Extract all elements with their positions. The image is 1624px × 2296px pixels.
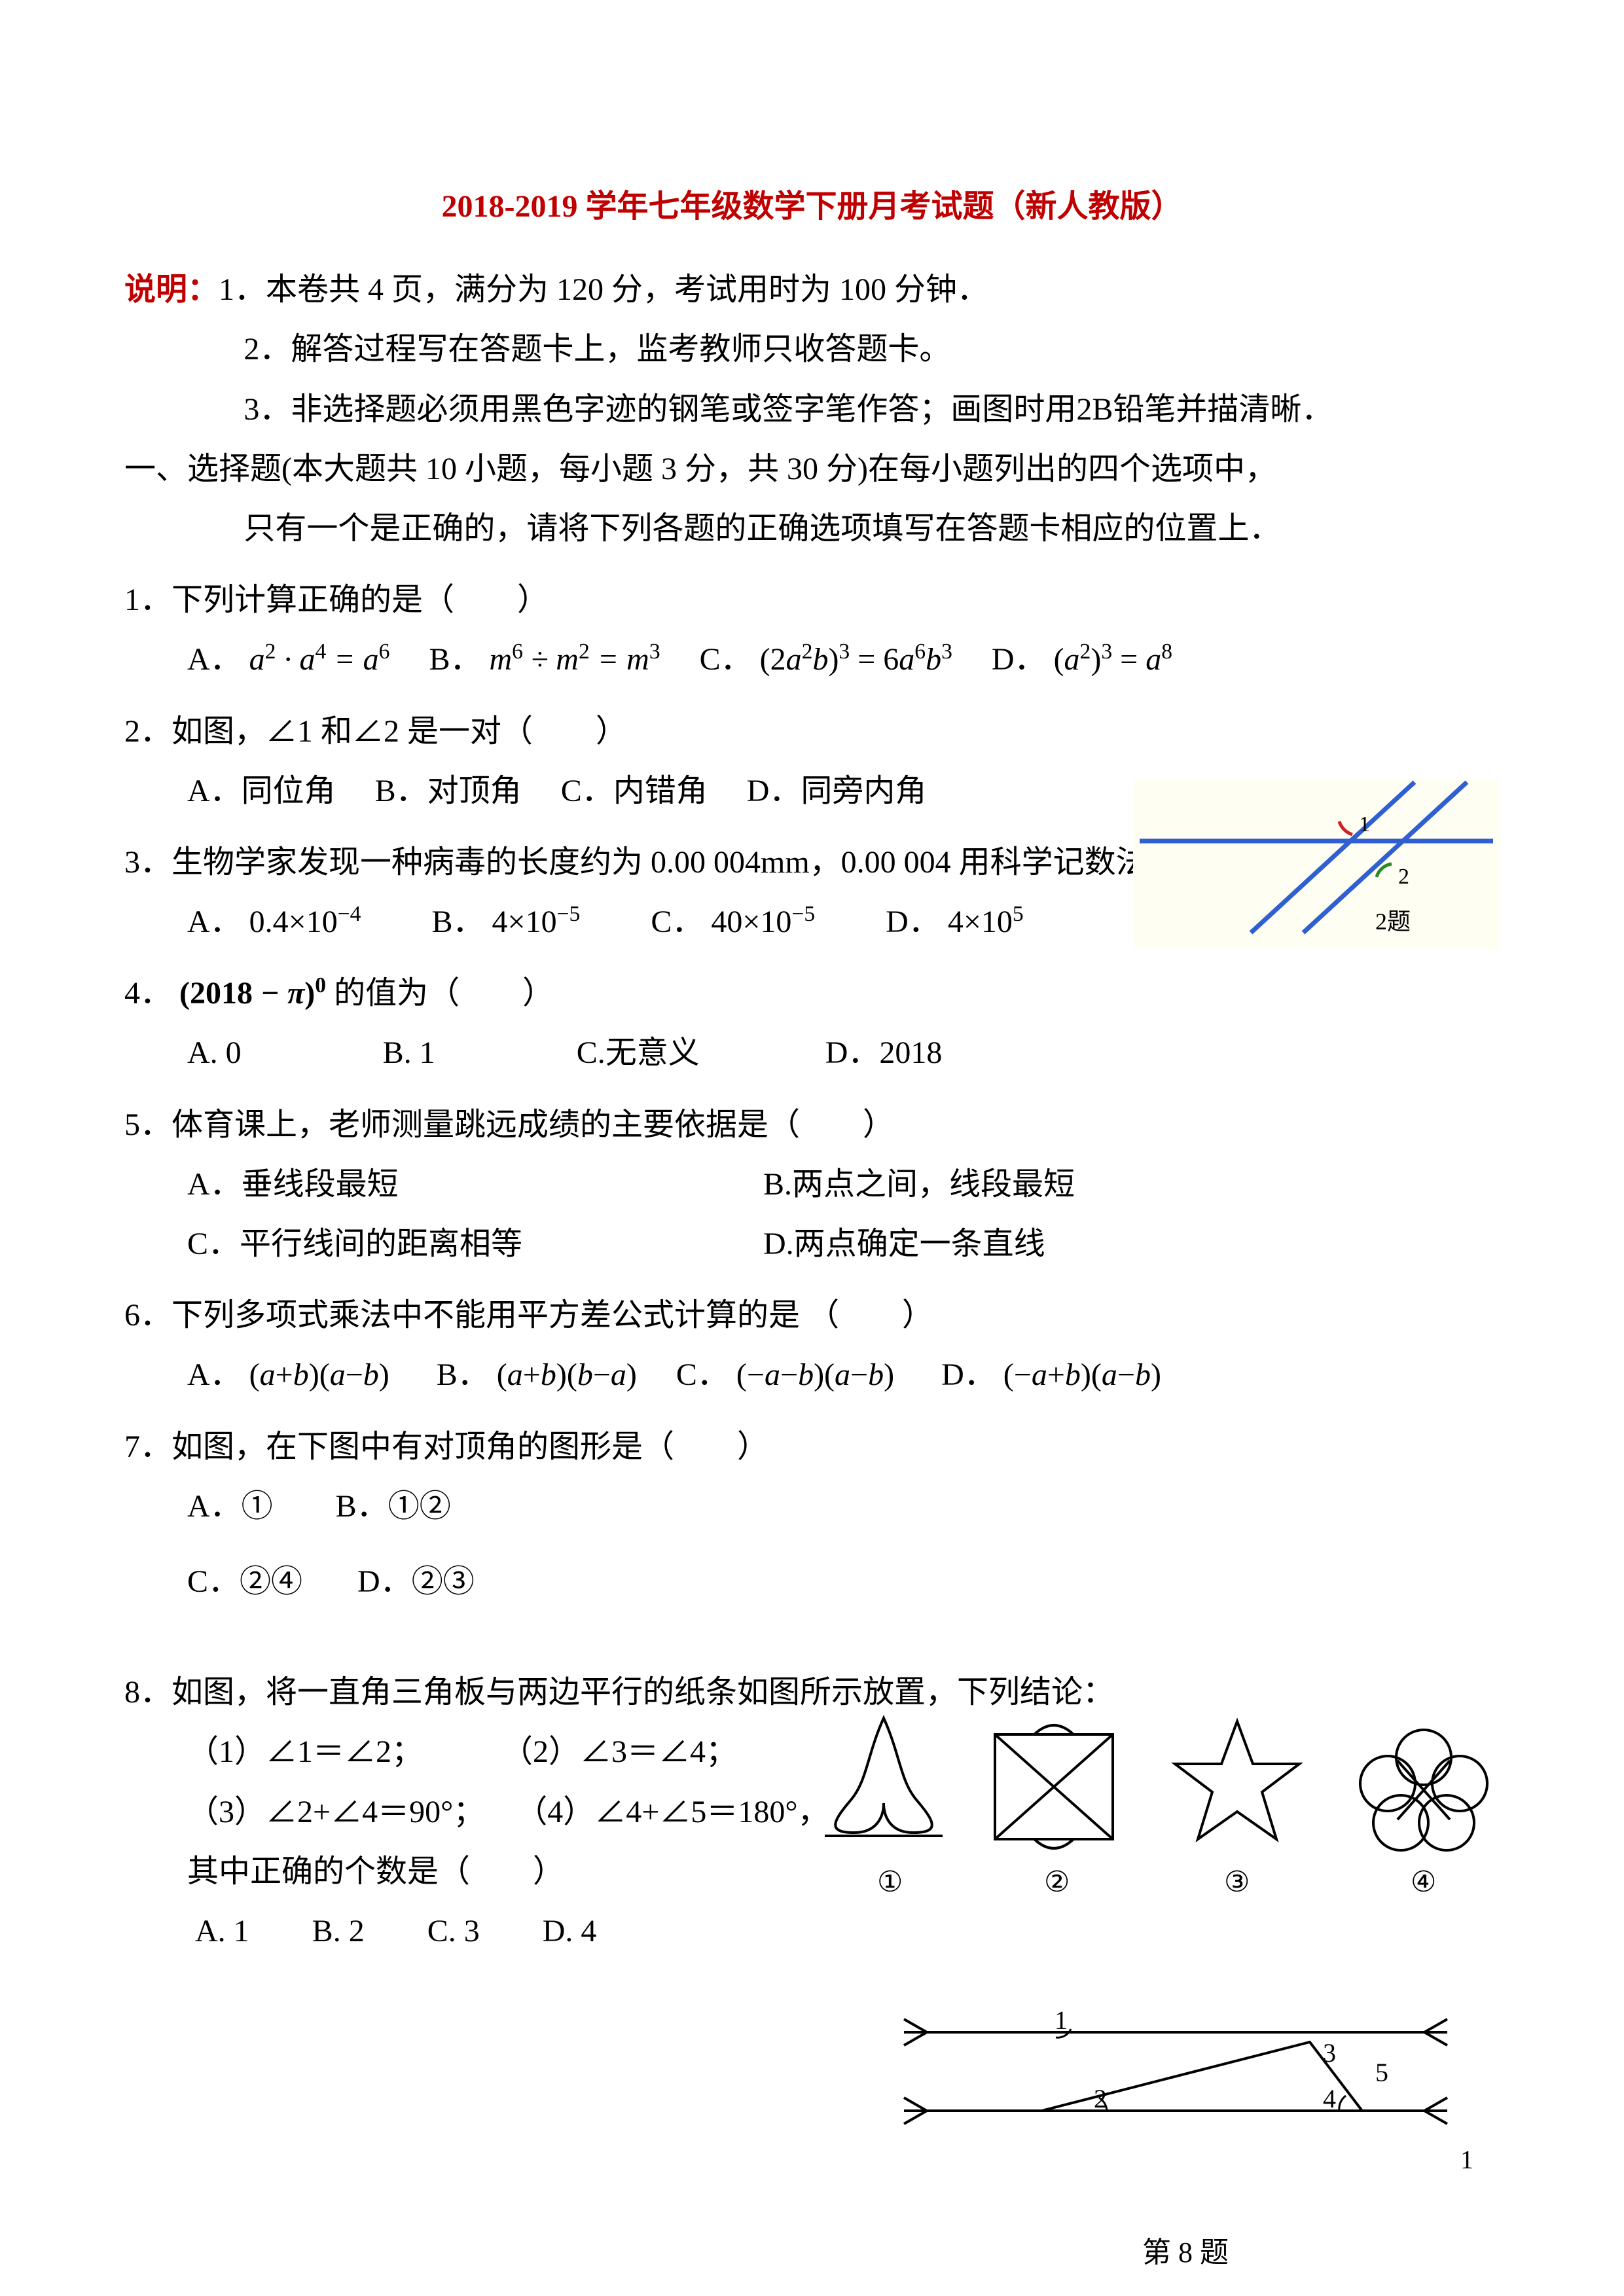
exam-page: 2018-2019 学年七年级数学下册月考试题（新人教版） 说明：1．本卷共 4… [0,0,1624,2296]
section1-head: 一、选择题(本大题共 10 小题，每小题 3 分，共 30 分)在每小题列出的四… [124,439,1500,499]
q1-opt-b-eq: m6 ÷ m2 = m3 [489,642,660,677]
q3-opt-c-l: C． [651,905,703,939]
q6-opt-d-l: D． [941,1357,996,1392]
notes-3: 3．非选择题必须用黑色字迹的钢笔或签字笔作答；画图时用2B铅笔并描清晰． [124,380,1500,439]
q7-opt-d: D．②③ [357,1564,475,1599]
q5-opt-a: A．垂线段最短 [187,1155,763,1214]
q6-opt-a-v: (a+b)(a−b) [249,1357,389,1392]
q7-label-4: ④ [1411,1866,1436,1898]
q4-pre: 4． [124,976,171,1011]
q8-figure: 1 2 3 4 5 第 8 题 [891,1996,1480,2280]
q4-options: A. 0 B. 1 C.无意义 D．2018 [187,1023,1500,1083]
q2-opt-a: A．同位角 [187,774,336,808]
q4-opt-c: C.无意义 [577,1035,700,1070]
q2-stem: 2．如图，∠1 和∠2 是一对（ ） [124,702,1500,761]
q5-stem: 5．体育课上，老师测量跳远成绩的主要依据是（ ） [124,1095,1500,1155]
q7-svg: ① ② ③ ④ [805,1702,1525,1911]
q2-angle2-label: 2 [1398,865,1409,889]
q2-svg: 1 2 2题 [1133,779,1500,949]
notes-line-1: 说明：1．本卷共 4 页，满分为 120 分，考试用时为 100 分钟． [124,260,1500,319]
q7-stem: 7．如图，在下图中有对顶角的图形是（ ） [124,1417,1500,1477]
q6-opt-a-l: A． [187,1357,242,1392]
q8-s2: （2）∠3＝∠4； [501,1734,737,1769]
q8-opt-d: D. 4 [543,1914,597,1948]
q7-opt-a: A．① [187,1489,273,1524]
notes-1: 1．本卷共 4 页，满分为 120 分，考试用时为 100 分钟． [219,272,988,307]
q7-label-1: ① [877,1866,903,1898]
notes-label: 说明： [124,272,219,307]
q8-opt-a: A. 1 [195,1914,249,1948]
q1-opt-d-eq: (a2)3 = a8 [1054,642,1172,677]
svg-text:5: 5 [1375,2058,1388,2087]
q1-stem: 1．下列计算正确的是（ ） [124,570,1500,630]
q2-opt-b: B．对顶角 [375,774,522,808]
q8-opt-b: B. 2 [312,1914,365,1948]
q4-expr: (2018 − π)0 [179,976,326,1011]
q4-opt-d: D．2018 [825,1035,943,1070]
q7-label-2: ② [1044,1866,1070,1898]
page-title: 2018-2019 学年七年级数学下册月考试题（新人教版） [124,177,1500,236]
q3-opt-d-l: D． [886,905,940,939]
q4-stem: 4． (2018 − π)0 的值为（ ） [124,963,1500,1023]
q1-opt-d-label: D． [992,642,1046,677]
q3-opt-d-v: 4×105 [948,905,1024,939]
q2-opt-c: C．内错角 [561,774,708,808]
q8-opt-c: C. 3 [427,1914,480,1948]
page-number: 1 [1460,2135,1473,2185]
q6-options: A． (a+b)(a−b) B． (a+b)(b−a) C． (−a−b)(a−… [187,1345,1500,1405]
q3-opt-a-v: 0.4×10−4 [249,905,361,939]
q4-post: 的值为（ ） [334,976,554,1011]
q1-opt-c-eq: (2a2b)3 = 6a6b3 [760,642,952,677]
q8-s1: （1）∠1＝∠2； [187,1734,423,1769]
q3-opt-b-l: B． [431,905,484,939]
q5-options-2: C．平行线间的距离相等 D.两点确定一条直线 [187,1214,1500,1274]
q2-figure: 1 2 2题 [1133,779,1500,949]
q8-svg: 1 2 3 4 5 [891,1996,1480,2206]
q8-s3: （3）∠2+∠4＝90°； [187,1795,484,1829]
q3-opt-c-v: 40×10−5 [711,905,815,939]
q4-opt-b: B. 1 [383,1035,435,1070]
q5-opt-b: B.两点之间，线段最短 [763,1155,1075,1214]
q1-opt-c-label: C． [700,642,752,677]
spacer [124,1611,1500,1651]
q6-opt-b-v: (a+b)(b−a) [497,1357,637,1392]
svg-text:4: 4 [1323,2084,1336,2113]
q1-opt-b-label: B． [429,642,481,677]
q2-angle1-label: 1 [1359,812,1370,836]
q5-opt-c: C．平行线间的距离相等 [187,1214,763,1274]
q6-stem: 6．下列多项式乘法中不能用平方差公式计算的是 （ ） [124,1285,1500,1345]
q7-options-1: A．① B．①② [187,1477,1500,1536]
q7-figure: ① ② ③ ④ [805,1702,1525,1931]
q8-s4: （4）∠4+∠5＝180°， [516,1795,829,1829]
q4-opt-a: A. 0 [187,1035,242,1070]
q5-opt-d: D.两点确定一条直线 [763,1214,1045,1274]
q2-opt-d: D．同旁内角 [747,774,927,808]
svg-text:3: 3 [1323,2038,1336,2068]
q7-opt-c: C．②④ [187,1564,302,1599]
svg-text:1: 1 [1055,2005,1068,2035]
q7-label-3: ③ [1224,1866,1250,1898]
q3-opt-a-l: A． [187,905,242,939]
section1-head2: 只有一个是正确的，请将下列各题的正确选项填写在答题卡相应的位置上． [124,499,1500,558]
q1-opt-a-eq: a2 · a4 = a6 [249,642,390,677]
q6-opt-d-v: (−a+b)(a−b) [1003,1357,1161,1392]
q3-opt-b-v: 4×10−5 [492,905,581,939]
q7-options-2: C．②④ D．②③ [187,1552,1500,1611]
notes-2: 2．解答过程写在答题卡上，监考教师只收答题卡。 [124,319,1500,379]
q1-opt-a-label: A． [187,642,242,677]
q8-caption: 第 8 题 [891,2225,1480,2280]
q5-options-1: A．垂线段最短 B.两点之间，线段最短 [187,1155,1500,1214]
q6-opt-b-l: B． [437,1357,489,1392]
q6-opt-c-l: C． [676,1357,729,1392]
q7-opt-b: B．①② [336,1489,451,1524]
q2-caption: 2题 [1375,908,1411,935]
q1-options: A． a2 · a4 = a6 B． m6 ÷ m2 = m3 C． (2a2b… [187,630,1500,689]
q6-opt-c-v: (−a−b)(a−b) [736,1357,894,1392]
